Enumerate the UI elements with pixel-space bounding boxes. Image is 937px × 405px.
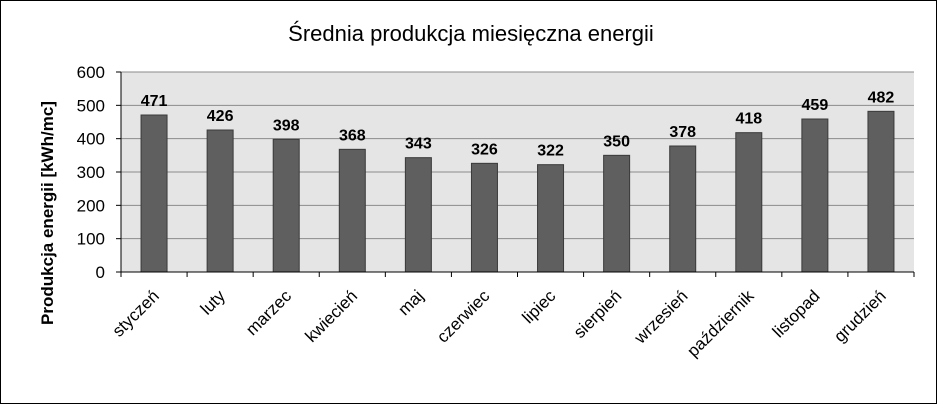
x-tick-label-8: wrzesień [630,286,692,348]
x-tick-label-2: marzec [242,286,295,339]
data-label-0: 471 [141,93,168,110]
data-label-4: 343 [405,136,432,153]
bar-5 [470,162,498,273]
data-label-9: 418 [735,111,762,128]
chart-title: Średnia produkcja miesięczna energii [288,21,654,46]
bar-1 [206,129,234,273]
x-axis-ticks: styczeń luty marzec kwiecień maj czerwiec lipi… [109,272,915,361]
bar-8 [669,145,697,273]
bar-6 [537,164,565,273]
data-label-2: 398 [273,117,300,134]
data-label-11: 482 [868,89,895,106]
y-tick-label: 600 [77,63,105,82]
y-tick-label: 100 [77,230,105,249]
x-tick-label-5: czerwiec [433,286,494,347]
y-tick-label: 400 [77,130,105,149]
bar-4 [404,157,432,273]
bar-10 [801,118,829,273]
y-tick-label: 200 [77,196,105,215]
bar-0 [140,114,168,273]
x-tick-label-9: październik [683,286,758,361]
x-tick-label-4: maj [394,286,427,319]
data-labels: 471 426 398 368 343 326 322 350 378 418 459 482 [141,89,895,159]
x-tick-label-0: styczeń [109,286,163,340]
data-label-7: 350 [603,133,630,150]
y-axis-label: Produkcja energii [kWh/mc] [38,101,57,325]
y-tick-label: 300 [77,163,105,182]
data-label-6: 322 [537,143,564,160]
x-tick-label-6: lipiec [519,286,560,327]
data-label-10: 459 [802,97,829,114]
x-tick-label-10: listopad [769,286,824,341]
bar-9 [735,132,763,273]
bar-3 [338,148,366,273]
data-label-1: 426 [207,108,234,125]
data-label-8: 378 [669,124,696,141]
bar-7 [603,154,631,273]
y-tick-label: 0 [96,263,105,282]
x-tick-label-11: grudzień [830,286,890,346]
x-tick-label-3: kwiecień [302,286,362,346]
y-tick-label: 500 [77,96,105,115]
data-label-3: 368 [339,127,366,144]
x-tick-label-1: luty [197,286,229,318]
x-tick-label-7: sierpień [570,286,626,342]
bar-2 [272,138,300,273]
bar-11 [867,110,895,273]
data-label-5: 326 [471,141,498,158]
